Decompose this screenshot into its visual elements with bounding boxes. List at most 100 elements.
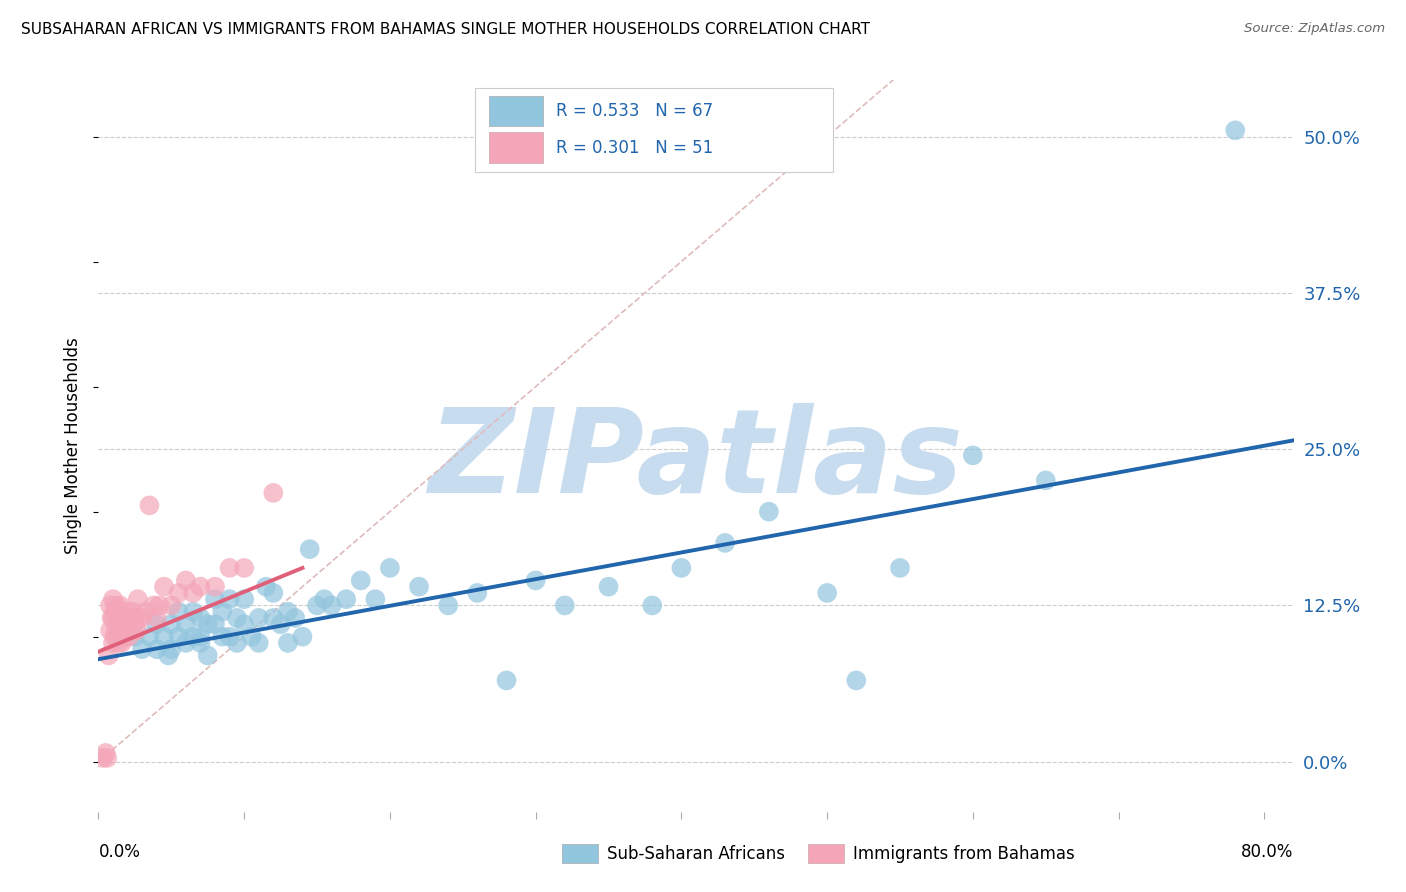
Point bbox=[240, 630, 263, 644]
Text: 0.0%: 0.0% bbox=[98, 843, 141, 861]
Point bbox=[181, 605, 204, 619]
Point bbox=[128, 611, 150, 625]
Point bbox=[364, 592, 387, 607]
Point bbox=[112, 611, 135, 625]
Point bbox=[96, 751, 118, 765]
Point bbox=[108, 636, 131, 650]
Bar bbox=[489, 95, 543, 127]
Text: R = 0.533   N = 67: R = 0.533 N = 67 bbox=[557, 102, 713, 120]
Point bbox=[1035, 474, 1057, 488]
Point bbox=[218, 592, 240, 607]
Point bbox=[211, 630, 233, 644]
Point bbox=[291, 630, 314, 644]
Point bbox=[262, 611, 284, 625]
Point bbox=[120, 611, 142, 625]
Point bbox=[335, 592, 357, 607]
Point bbox=[101, 636, 124, 650]
Point bbox=[127, 592, 149, 607]
Point bbox=[641, 599, 664, 613]
Text: 80.0%: 80.0% bbox=[1241, 843, 1294, 861]
Point bbox=[277, 636, 299, 650]
Point bbox=[233, 592, 256, 607]
Point bbox=[118, 630, 141, 644]
Point bbox=[157, 648, 180, 663]
Point bbox=[142, 599, 165, 613]
Point bbox=[262, 586, 284, 600]
Point bbox=[145, 617, 167, 632]
Point bbox=[167, 586, 190, 600]
Point bbox=[105, 630, 128, 644]
Point bbox=[110, 599, 132, 613]
Point bbox=[233, 617, 256, 632]
Point bbox=[467, 586, 489, 600]
Point bbox=[321, 599, 343, 613]
Point bbox=[97, 648, 120, 663]
Point bbox=[174, 636, 197, 650]
Point bbox=[104, 599, 127, 613]
Text: Sub-Saharan Africans: Sub-Saharan Africans bbox=[607, 845, 786, 863]
Bar bbox=[489, 132, 543, 163]
Point bbox=[122, 624, 145, 638]
Point bbox=[262, 486, 284, 500]
Point bbox=[254, 580, 277, 594]
Point bbox=[247, 636, 270, 650]
Point bbox=[197, 617, 219, 632]
Point bbox=[190, 630, 212, 644]
Point bbox=[174, 617, 197, 632]
Point bbox=[437, 599, 460, 613]
Point bbox=[160, 617, 183, 632]
Y-axis label: Single Mother Households: Single Mother Households bbox=[65, 338, 83, 554]
Point bbox=[408, 580, 430, 594]
Point bbox=[815, 586, 838, 600]
Point bbox=[181, 586, 204, 600]
Point bbox=[104, 624, 127, 638]
Point bbox=[167, 605, 190, 619]
Point bbox=[103, 605, 125, 619]
Point bbox=[138, 499, 160, 513]
Point bbox=[98, 624, 121, 638]
Point bbox=[160, 599, 183, 613]
Point bbox=[108, 617, 131, 632]
Point bbox=[134, 605, 156, 619]
Point bbox=[153, 630, 176, 644]
Point bbox=[298, 542, 321, 557]
Point bbox=[378, 561, 401, 575]
Point bbox=[115, 605, 138, 619]
Point bbox=[174, 574, 197, 588]
Point bbox=[167, 630, 190, 644]
Point bbox=[111, 617, 134, 632]
Point bbox=[145, 611, 167, 625]
Point bbox=[554, 599, 576, 613]
Point bbox=[845, 673, 868, 688]
Point bbox=[160, 642, 183, 657]
Point bbox=[350, 574, 373, 588]
Point bbox=[98, 599, 121, 613]
Point bbox=[190, 580, 212, 594]
Point bbox=[91, 751, 114, 765]
Point bbox=[103, 630, 125, 644]
Point bbox=[110, 624, 132, 638]
Point bbox=[524, 574, 547, 588]
Point bbox=[138, 630, 160, 644]
Point bbox=[111, 636, 134, 650]
Point bbox=[190, 636, 212, 650]
Text: SUBSAHARAN AFRICAN VS IMMIGRANTS FROM BAHAMAS SINGLE MOTHER HOUSEHOLDS CORRELATI: SUBSAHARAN AFRICAN VS IMMIGRANTS FROM BA… bbox=[21, 22, 870, 37]
Point bbox=[100, 611, 122, 625]
Point bbox=[305, 599, 328, 613]
Point bbox=[204, 580, 226, 594]
Point bbox=[671, 561, 693, 575]
Point bbox=[105, 605, 128, 619]
Point bbox=[190, 611, 212, 625]
Point bbox=[714, 536, 737, 550]
Point bbox=[211, 605, 233, 619]
Point bbox=[270, 617, 292, 632]
Point bbox=[131, 642, 153, 657]
Text: R = 0.301   N = 51: R = 0.301 N = 51 bbox=[557, 138, 713, 157]
Point bbox=[889, 561, 911, 575]
Point bbox=[124, 611, 146, 625]
Point bbox=[225, 611, 247, 625]
Point bbox=[1225, 123, 1247, 137]
Point bbox=[153, 580, 176, 594]
Point bbox=[94, 746, 117, 760]
Point bbox=[121, 605, 143, 619]
